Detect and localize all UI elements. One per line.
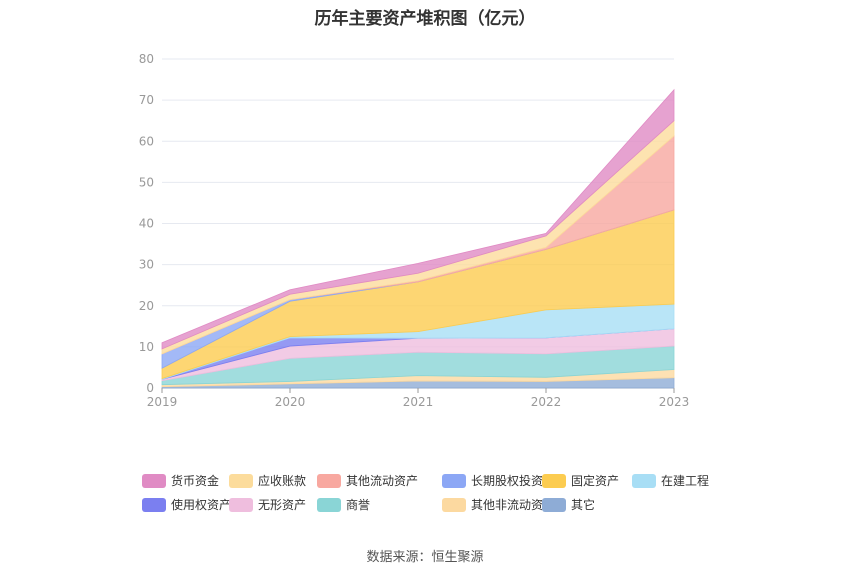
legend-label: 货币资金 — [171, 474, 220, 488]
y-tick-label: 70 — [139, 93, 154, 107]
legend-swatch — [229, 497, 253, 512]
legend-swatch — [142, 473, 166, 488]
legend-item[interactable]: 无形资产 — [229, 496, 306, 513]
area-series — [161, 88, 675, 389]
y-tick-label: 50 — [139, 175, 154, 189]
x-tick-label: 2020 — [275, 395, 306, 409]
legend-label: 长期股权投资 — [471, 474, 544, 488]
legend-item[interactable]: 长期股权投资 — [442, 472, 543, 489]
legend-label: 固定资产 — [571, 474, 620, 488]
axes: 0 10 20 30 40 50 60 70 80 2019 2020 2021 2022 2023 — [139, 52, 690, 409]
data-source: 数据来源：恒生聚源 — [366, 550, 484, 565]
chart-title: 历年主要资产堆积图（亿元） — [314, 9, 536, 29]
legend-swatch — [542, 473, 566, 488]
y-tick-label: 80 — [139, 52, 154, 66]
legend-swatch — [542, 497, 566, 512]
legend-item[interactable]: 在建工程 — [632, 472, 709, 489]
legend-item[interactable]: 其它 — [542, 496, 595, 513]
legend-swatch — [142, 497, 166, 512]
x-tick-label: 2023 — [659, 395, 690, 409]
legend-item[interactable]: 商誉 — [317, 496, 370, 513]
legend-item[interactable]: 应收账款 — [229, 472, 306, 489]
legend-item[interactable]: 使用权资产 — [142, 496, 231, 513]
y-tick-label: 40 — [139, 217, 154, 231]
legend-swatch — [317, 497, 341, 512]
x-tick-label: 2021 — [403, 395, 434, 409]
legend-item[interactable]: 货币资金 — [142, 472, 219, 489]
y-tick-label: 10 — [139, 340, 154, 354]
legend-label: 使用权资产 — [171, 498, 232, 512]
legend-swatch — [442, 497, 466, 512]
legend-item[interactable]: 其他流动资产 — [317, 472, 418, 489]
y-tick-label: 20 — [139, 299, 154, 313]
legend-swatch — [229, 473, 253, 488]
x-tick-label: 2019 — [147, 395, 178, 409]
legend-item[interactable]: 固定资产 — [542, 472, 619, 489]
legend-label: 应收账款 — [258, 474, 307, 488]
legend-label: 其他非流动资产 — [471, 498, 556, 512]
legend-item[interactable]: 其他非流动资产 — [442, 496, 555, 513]
area-series-货币资金[interactable] — [161, 88, 675, 350]
legend-label: 在建工程 — [661, 474, 710, 488]
y-tick-label: 30 — [139, 258, 154, 272]
legend-label: 商誉 — [346, 498, 371, 512]
y-tick-label: 0 — [146, 381, 154, 395]
y-tick-label: 60 — [139, 134, 154, 148]
legend-label: 其他流动资产 — [346, 474, 419, 488]
x-tick-label: 2022 — [531, 395, 562, 409]
legend-label: 其它 — [571, 498, 596, 512]
legend-swatch — [317, 473, 341, 488]
legend-label: 无形资产 — [258, 498, 307, 512]
legend-swatch — [632, 473, 656, 488]
legend-swatch — [442, 473, 466, 488]
stacked-area-chart: 0 10 20 30 40 50 60 70 80 2019 2020 2021 2022 2023 — [139, 52, 690, 409]
